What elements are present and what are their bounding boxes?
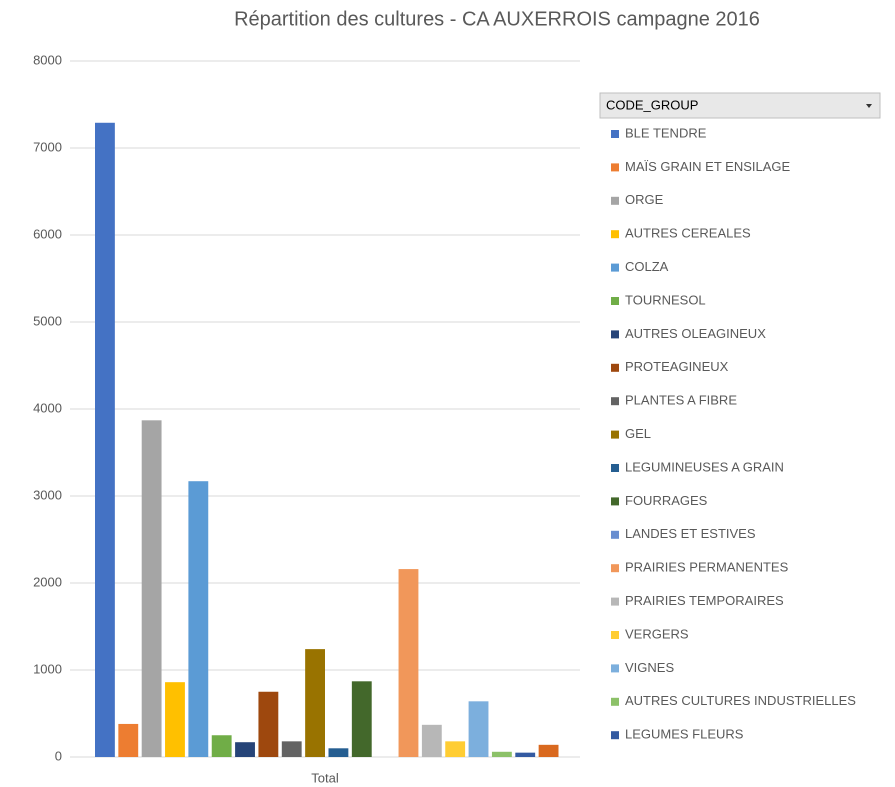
y-tick-label: 1000: [33, 661, 62, 676]
field-button-label[interactable]: CODE_GROUP: [606, 97, 698, 112]
bar: [445, 741, 466, 757]
bar: [258, 691, 279, 757]
legend-label: AUTRES CEREALES: [625, 226, 751, 241]
y-tick-label: 0: [55, 748, 62, 763]
legend-swatch: [611, 330, 619, 339]
legend-swatch: [611, 497, 619, 506]
legend-label: LANDES ET ESTIVES: [625, 526, 756, 541]
bar: [421, 724, 442, 757]
legend-swatch: [611, 530, 619, 539]
legend-label: PROTEAGINEUX: [625, 359, 729, 374]
bar: [95, 122, 115, 757]
legend-swatch: [611, 564, 619, 573]
legend-label: PLANTES A FIBRE: [625, 393, 737, 408]
legend-label: VERGERS: [625, 626, 689, 641]
bar: [328, 748, 349, 757]
field-button[interactable]: [599, 92, 881, 119]
legend-label: LEGUMINEUSES A GRAIN: [625, 459, 784, 474]
bar: [491, 751, 512, 757]
y-tick-label: 7000: [33, 139, 62, 154]
y-tick-label: 4000: [33, 400, 62, 415]
bar: [351, 681, 372, 757]
legend-label: PRAIRIES TEMPORAIRES: [625, 593, 784, 608]
legend-swatch: [611, 430, 619, 439]
legend-swatch: [611, 597, 619, 606]
legend-swatch: [611, 163, 619, 172]
legend-label: ORGE: [625, 192, 664, 207]
bar: [165, 682, 185, 757]
bar: [188, 481, 209, 757]
legend-label: LEGUMES FLEURS: [625, 727, 744, 742]
legend-swatch: [611, 697, 619, 706]
legend-swatch: [611, 230, 619, 239]
legend-label: MAÏS GRAIN ET ENSILAGE: [625, 159, 791, 174]
y-tick-label: 6000: [33, 226, 62, 241]
legend-label: GEL: [625, 426, 651, 441]
legend-swatch: [611, 363, 619, 372]
legend-label: VIGNES: [625, 660, 674, 675]
bar: [235, 742, 255, 757]
bar: [398, 569, 419, 757]
chart-title: Répartition des cultures - CA AUXERROIS …: [234, 8, 760, 30]
y-tick-label: 2000: [33, 574, 62, 589]
bar: [211, 735, 232, 757]
bar: [468, 701, 489, 757]
legend-swatch: [611, 464, 619, 472]
y-tick-label: 5000: [33, 313, 62, 328]
legend-swatch: [611, 397, 619, 406]
legend-label: BLE TENDRE: [625, 125, 707, 140]
legend-swatch: [611, 263, 619, 272]
legend-swatch: [611, 731, 619, 740]
bar: [305, 649, 325, 757]
legend-label: AUTRES OLEAGINEUX: [625, 326, 766, 341]
legend-swatch: [611, 664, 619, 673]
legend-swatch: [611, 130, 619, 138]
y-tick-label: 8000: [33, 52, 62, 67]
bar: [538, 744, 559, 757]
legend-label: PRAIRIES PERMANENTES: [625, 560, 789, 575]
legend-label: AUTRES CULTURES INDUSTRIELLES: [625, 693, 856, 708]
legend-swatch: [611, 196, 619, 205]
dropdown-arrow[interactable]: [866, 104, 872, 108]
bar: [118, 723, 139, 757]
bar: [281, 741, 302, 757]
y-tick-label: 3000: [33, 487, 62, 502]
legend-label: FOURRAGES: [625, 493, 708, 508]
legend-label: TOURNESOL: [625, 292, 706, 307]
x-tick-label: Total: [311, 770, 339, 785]
legend-label: COLZA: [625, 259, 669, 274]
legend-swatch: [611, 297, 619, 305]
bar: [141, 420, 162, 757]
bar: [515, 752, 536, 757]
legend-swatch: [611, 631, 619, 639]
